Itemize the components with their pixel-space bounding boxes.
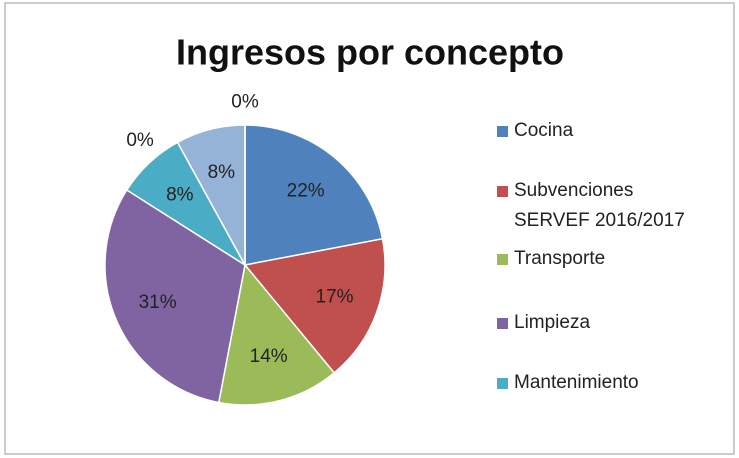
data-label: 14%	[250, 346, 288, 367]
legend-item: Transporte	[497, 244, 727, 274]
pie-slice	[244, 124, 384, 266]
legend-label: Mantenimiento	[514, 372, 639, 393]
legend-label: Cocina	[514, 120, 574, 141]
legend-label: Transporte	[514, 248, 606, 269]
data-label: 22%	[287, 181, 325, 202]
legend-swatch	[497, 378, 508, 389]
legend-label: Subvenciones SERVEF 2016/2017	[514, 180, 685, 231]
legend-item: Limpieza	[497, 308, 727, 338]
legend-swatch	[497, 126, 508, 137]
legend-item: Subvenciones SERVEF 2016/2017	[497, 176, 727, 236]
legend-swatch	[497, 318, 508, 329]
chart-title: Ingresos por concepto	[176, 32, 564, 73]
legend-item: Cocina	[497, 116, 727, 146]
pie-slice	[217, 263, 336, 406]
data-label: 17%	[316, 286, 354, 307]
data-label: 8%	[208, 162, 236, 183]
legend-item: Mantenimiento	[497, 368, 727, 398]
legend-swatch	[497, 254, 508, 265]
data-label: 8%	[166, 185, 194, 206]
legend-label: Limpieza	[514, 312, 591, 333]
data-label: 0%	[231, 92, 259, 113]
data-label: 0%	[126, 130, 154, 151]
data-label: 31%	[139, 292, 177, 313]
pie-slice	[243, 237, 386, 374]
legend-swatch	[497, 186, 508, 197]
